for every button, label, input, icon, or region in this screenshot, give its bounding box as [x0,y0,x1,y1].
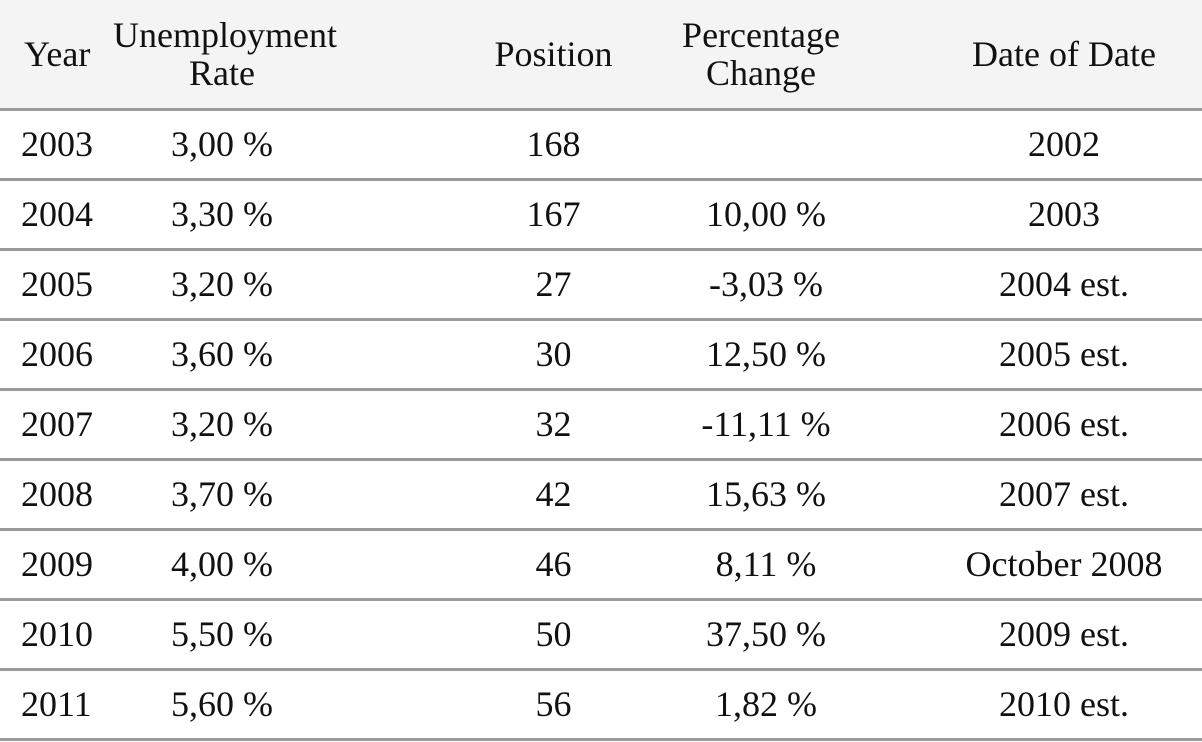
cell-date-of-date: 2004 est. [999,264,1129,304]
table-row: 2009 4,00 % 46 8,11 % October 2008 [0,529,1202,599]
cell-year: 2006 [21,334,93,374]
cell-percentage-change: 12,50 % [706,334,826,374]
cell-year: 2010 [21,614,93,654]
cell-date-of-date: 2003 [1028,194,1100,234]
header-year: Year [0,0,113,109]
cell-date-of-date: 2005 est. [999,334,1129,374]
table-row: 2003 3,00 % 168 2002 [0,109,1202,179]
header-row: Year Unemployment Rate Position Percenta… [0,0,1202,109]
cell-position: 168 [526,124,581,164]
cell-percentage-change: 8,11 % [715,544,817,584]
cell-position: 46 [535,544,572,584]
cell-position: 32 [535,404,572,444]
cell-percentage-change: 1,82 % [715,684,817,724]
cell-unemployment-rate: 5,50 % [171,614,273,654]
cell-position: 27 [535,264,572,304]
cell-position: 42 [535,474,572,514]
cell-unemployment-rate: 3,60 % [171,334,273,374]
cell-year: 2008 [21,474,93,514]
cell-percentage-change: -11,11 % [701,404,831,444]
cell-unemployment-rate: 3,00 % [171,124,273,164]
cell-date-of-date: October 2008 [965,544,1163,584]
cell-position: 167 [526,194,581,234]
cell-position: 56 [535,684,572,724]
table-row: 2005 3,20 % 27 -3,03 % 2004 est. [0,249,1202,319]
header-position: Position [481,0,626,109]
header-unemployment-rate-line-1: Unemployment [113,14,337,55]
cell-year: 2011 [21,684,92,724]
cell-percentage-change: -3,03 % [709,264,823,304]
cell-unemployment-rate: 3,20 % [171,264,273,304]
table-header: Year Unemployment Rate Position Percenta… [0,0,1202,109]
header-percentage-change-line-1: Percentage [682,14,840,55]
cell-year: 2007 [21,404,93,444]
table-row: 2007 3,20 % 32 -11,11 % 2006 est. [0,389,1202,459]
table-body: 2003 3,00 % 168 2002 2004 3,30 % 167 10,… [0,109,1202,739]
table-row: 2004 3,30 % 167 10,00 % 2003 [0,179,1202,249]
cell-unemployment-rate: 3,20 % [171,404,273,444]
header-date-of-date-line-1: Date of Date [972,33,1156,74]
table-row: 2011 5,60 % 56 1,82 % 2010 est. [0,669,1202,739]
header-percentage-change: Percentage Change [626,0,896,109]
table-row: 2006 3,60 % 30 12,50 % 2005 est. [0,319,1202,389]
header-unemployment-rate: Unemployment Rate [113,0,481,109]
cell-percentage-change: 10,00 % [706,194,826,234]
cell-unemployment-rate: 3,70 % [171,474,273,514]
table-row: 2010 5,50 % 50 37,50 % 2009 est. [0,599,1202,669]
cell-date-of-date: 2009 est. [999,614,1129,654]
cell-unemployment-rate: 5,60 % [171,684,273,724]
cell-year: 2009 [21,544,93,584]
cell-date-of-date: 2007 est. [999,474,1129,514]
cell-year: 2004 [21,194,93,234]
header-percentage-change-line-2: Change [706,52,816,93]
cell-unemployment-rate: 3,30 % [171,194,273,234]
cell-position: 30 [535,334,572,374]
table-row: 2008 3,70 % 42 15,63 % 2007 est. [0,459,1202,529]
header-unemployment-rate-line-2: Rate [189,52,255,93]
cell-percentage-change [626,109,896,179]
header-date-of-date: Date of Date [896,0,1202,109]
cell-date-of-date: 2006 est. [999,404,1129,444]
cell-unemployment-rate: 4,00 % [171,544,273,584]
header-year-line-1: Year [24,33,91,74]
cell-date-of-date: 2010 est. [999,684,1129,724]
cell-position: 50 [535,614,572,654]
cell-year: 2003 [21,124,93,164]
cell-year: 2005 [21,264,93,304]
cell-percentage-change: 37,50 % [706,614,826,654]
header-position-line-1: Position [494,33,613,74]
cell-percentage-change: 15,63 % [706,474,826,514]
cell-date-of-date: 2002 [1028,124,1100,164]
